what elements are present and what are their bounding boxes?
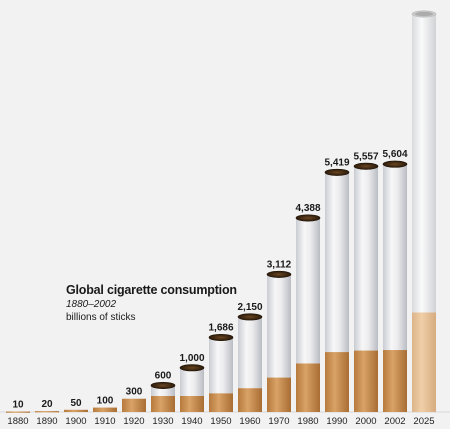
value-label-1990: 5,419 [324,157,349,168]
tick-label-1900: 1900 [65,416,86,427]
bar-filter [267,377,291,412]
bar-1950 [208,333,234,412]
bar-1970 [266,270,292,412]
bar-paper [238,316,262,389]
bar-end [208,333,234,341]
tick-label-2000: 2000 [355,416,376,427]
bar-end [324,168,350,176]
bar-1880 [6,411,30,413]
bar-2000 [353,162,379,412]
value-label-2000: 5,557 [353,151,378,162]
bar-end [353,162,379,170]
bar-paper [267,274,291,378]
tick-label-1990: 1990 [326,416,347,427]
bar-filter [122,398,146,412]
bar-1960 [237,313,263,412]
bar-filter [151,396,175,412]
bar-1990 [324,168,350,412]
tick-label-1920: 1920 [123,416,144,427]
value-label-1920: 300 [126,387,143,398]
bar-end [237,313,263,321]
tick-label-2025: 2025 [413,416,434,427]
bar-filter [180,396,204,412]
bar-filter [325,352,349,412]
chart-title: Global cigarette consumption [66,283,237,297]
chart-unit-label: billions of sticks [66,312,136,323]
value-label-1980: 4,388 [295,203,320,214]
bar-2002 [382,160,408,412]
bar-1930 [150,381,176,412]
value-label-1940: 1,000 [179,353,204,364]
bar-end [382,160,408,168]
bar-paper [209,337,233,394]
tick-label-1910: 1910 [94,416,115,427]
bar-filter [93,407,117,412]
tick-label-1970: 1970 [268,416,289,427]
bar-2025 [411,10,437,412]
value-label-1930: 600 [155,370,172,381]
bar-end [150,381,176,389]
bar-paper [325,172,349,353]
bar-1900 [64,409,88,412]
bar-filter [412,312,436,412]
bar-1910 [93,407,117,412]
tick-label-1880: 1880 [7,416,28,427]
bar-filter [354,350,378,412]
tick-label-1890: 1890 [36,416,57,427]
value-label-1910: 100 [97,396,114,407]
chart-subtitle: 1880–2002 [66,299,117,310]
bar-filter [383,350,407,412]
bar-1980 [295,214,321,412]
bar-filter [6,411,30,413]
value-label-1970: 3,112 [267,259,292,270]
bar-filter [64,409,88,412]
tick-label-1950: 1950 [210,416,231,427]
bar-paper [412,14,436,313]
value-label-1880: 10 [12,400,24,411]
bar-filter [296,363,320,412]
bar-paper [180,367,204,396]
tick-label-1960: 1960 [239,416,260,427]
bar-paper [383,164,407,351]
bar-end [295,214,321,222]
bar-paper [354,166,378,351]
value-label-1890: 20 [41,399,53,410]
value-label-2002: 5,604 [382,149,407,160]
bar-1920 [122,398,146,412]
chart-title-block: Global cigarette consumption 1880–2002 b… [66,283,237,323]
bar-paper [151,385,175,396]
bar-end-inner [415,11,433,17]
bar-filter [209,393,233,412]
bar-filter [238,388,262,412]
bar-paper [296,217,320,364]
value-label-1950: 1,686 [208,322,233,333]
tick-label-1940: 1940 [181,416,202,427]
bar-filter [35,411,59,413]
bar-end [179,364,205,372]
bar-1890 [35,411,59,413]
tick-label-1980: 1980 [297,416,318,427]
tick-label-2002: 2002 [384,416,405,427]
value-label-1960: 2,150 [237,302,262,313]
bar-end [266,270,292,278]
tick-label-1930: 1930 [152,416,173,427]
bar-1940 [179,364,205,412]
value-label-1900: 50 [70,398,82,409]
